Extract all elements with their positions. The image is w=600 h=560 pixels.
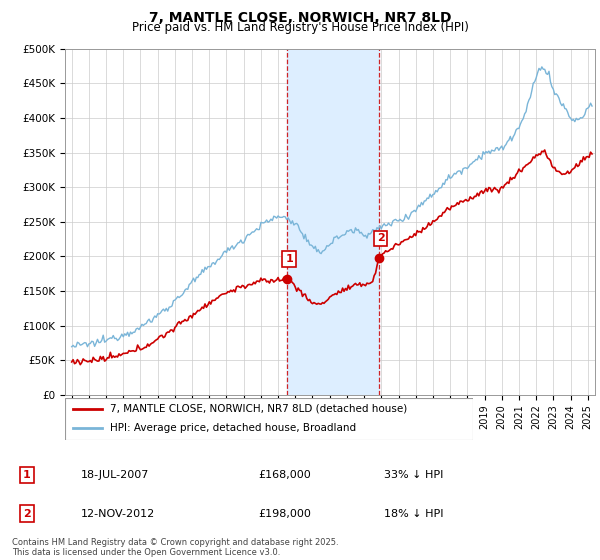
Text: 2: 2: [23, 508, 31, 519]
Text: 7, MANTLE CLOSE, NORWICH, NR7 8LD: 7, MANTLE CLOSE, NORWICH, NR7 8LD: [149, 11, 451, 25]
Text: 18-JUL-2007: 18-JUL-2007: [81, 470, 149, 480]
Text: 1: 1: [23, 470, 31, 480]
Text: 1: 1: [285, 254, 293, 264]
Bar: [287, 49, 379, 395]
Text: 7, MANTLE CLOSE, NORWICH, NR7 8LD (detached house): 7, MANTLE CLOSE, NORWICH, NR7 8LD (detac…: [110, 404, 407, 414]
Text: £168,000: £168,000: [258, 470, 311, 480]
Text: 33% ↓ HPI: 33% ↓ HPI: [384, 470, 443, 480]
Text: 12-NOV-2012: 12-NOV-2012: [81, 508, 155, 519]
Text: HPI: Average price, detached house, Broadland: HPI: Average price, detached house, Broa…: [110, 423, 356, 433]
Text: Price paid vs. HM Land Registry's House Price Index (HPI): Price paid vs. HM Land Registry's House …: [131, 21, 469, 34]
Text: £198,000: £198,000: [258, 508, 311, 519]
Text: 2: 2: [377, 234, 385, 244]
Text: 18% ↓ HPI: 18% ↓ HPI: [384, 508, 443, 519]
FancyBboxPatch shape: [65, 398, 473, 440]
Text: Contains HM Land Registry data © Crown copyright and database right 2025.
This d: Contains HM Land Registry data © Crown c…: [12, 538, 338, 557]
